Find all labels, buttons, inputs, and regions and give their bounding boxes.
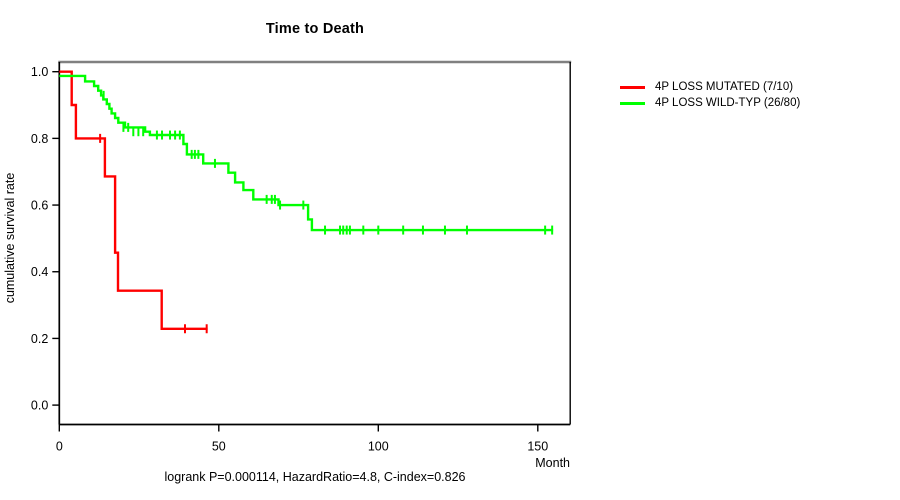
y-axis-tick-label: 0.4 (31, 265, 48, 279)
y-axis-tick-label: 0.6 (31, 199, 48, 213)
y-axis-tick-label: 0.2 (31, 332, 48, 346)
x-axis-tick-label: 0 (56, 440, 63, 454)
survival-curve-mutated (59, 70, 208, 330)
legend-line-green-icon (620, 101, 645, 105)
chart-title: Time to Death (265, 21, 365, 37)
legend-item-wildtype: 4P LOSS WILD-TYP (26/80) (620, 95, 800, 111)
x-axis-label: Month (535, 456, 570, 470)
x-axis-tick-label: 50 (212, 440, 226, 454)
legend: 4P LOSS MUTATED (7/10) 4P LOSS WILD-TYP … (620, 79, 800, 111)
legend-item-mutated: 4P LOSS MUTATED (7/10) (620, 79, 800, 95)
legend-label-wildtype: 4P LOSS WILD-TYP (26/80) (655, 97, 801, 109)
x-axis-tick-label: 150 (527, 440, 548, 454)
y-axis-tick-label: 0.0 (31, 399, 48, 413)
legend-line-red-icon (620, 85, 645, 89)
y-axis-label: cumulative survival rate (3, 172, 17, 304)
survival-curve-wildtype (59, 74, 554, 232)
stats-footer: logrank P=0.000114, HazardRatio=4.8, C-i… (164, 470, 466, 484)
y-axis-tick-label: 1.0 (31, 65, 48, 79)
y-axis-tick-label: 0.8 (31, 132, 48, 146)
legend-label-mutated: 4P LOSS MUTATED (7/10) (655, 81, 794, 93)
x-axis-tick-label: 100 (368, 440, 389, 454)
